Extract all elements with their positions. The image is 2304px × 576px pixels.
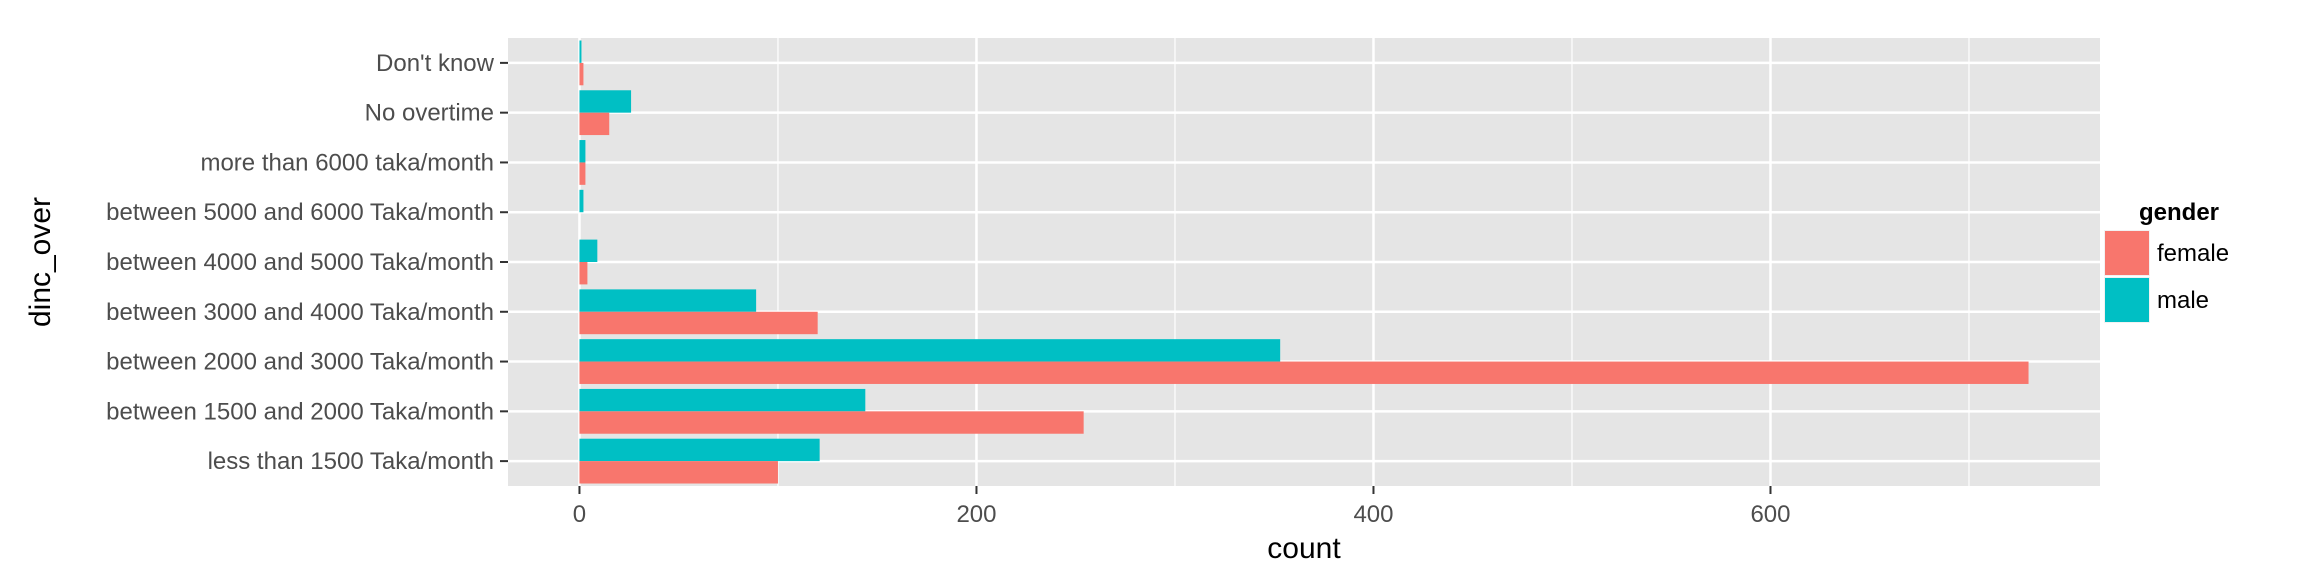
y-tick-label: No overtime	[365, 100, 494, 127]
legend-key-female	[2105, 231, 2149, 275]
y-axis: Don't know No overtime more than 6000 taka…	[106, 50, 508, 475]
bar-male	[579, 189, 584, 213]
legend-label-female: female	[2157, 240, 2229, 267]
bar-female	[579, 461, 778, 484]
bar-female	[579, 162, 586, 185]
y-tick-label: between 3000 and 4000 Taka/month	[106, 299, 494, 326]
bar-female	[579, 62, 584, 86]
x-tick-label: 400	[1353, 501, 1393, 528]
y-tick-label: Don't know	[376, 50, 495, 77]
legend-key-male	[2105, 278, 2149, 322]
bar-male	[579, 388, 866, 412]
bar-male	[579, 339, 1281, 362]
y-tick-label: between 4000 and 5000 Taka/month	[106, 249, 494, 276]
y-axis-title: dinc_over	[24, 197, 57, 327]
bar-female	[579, 361, 2029, 384]
y-tick-label: more than 6000 taka/month	[200, 149, 494, 176]
x-axis-title: count	[1267, 532, 1341, 565]
x-tick-label: 200	[956, 501, 996, 528]
y-tick-label: less than 1500 Taka/month	[208, 448, 494, 475]
legend: gender female male	[2104, 199, 2229, 323]
bar-male	[579, 90, 632, 113]
x-tick-label: 600	[1750, 501, 1790, 528]
x-tick-label: 0	[573, 501, 586, 528]
y-tick-label: between 2000 and 3000 Taka/month	[106, 349, 494, 376]
bar-male	[579, 40, 582, 63]
legend-items: female male	[2104, 230, 2229, 323]
bar-female	[579, 112, 610, 136]
legend-title: gender	[2139, 199, 2219, 226]
bar-male	[579, 438, 820, 462]
bars	[579, 40, 2029, 484]
bar-male	[579, 239, 598, 262]
x-axis: 0 200 400 600	[573, 486, 1791, 528]
bar-male	[579, 289, 757, 312]
legend-label-male: male	[2157, 287, 2209, 314]
bar-female	[579, 262, 588, 285]
bar-male	[579, 140, 586, 163]
y-tick-label: between 1500 and 2000 Taka/month	[106, 398, 494, 425]
bar-female	[579, 311, 818, 335]
bar-female	[579, 411, 1084, 434]
y-tick-label: between 5000 and 6000 Taka/month	[106, 199, 494, 226]
